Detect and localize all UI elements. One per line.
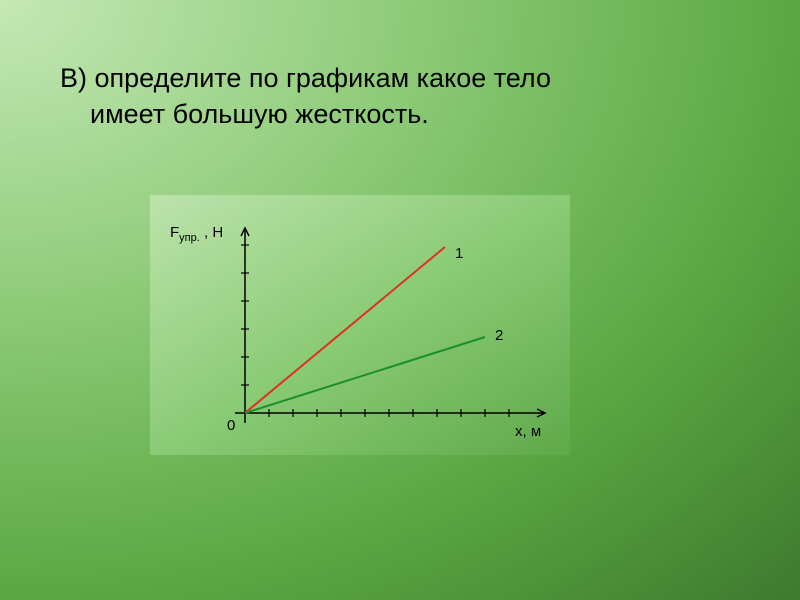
chart: 1 2 0 x, м Fупр. , Н [150,195,570,455]
task-text-line2: имеет большую жесткость. [60,96,740,132]
line-label-1: 1 [455,245,463,262]
origin-label: 0 [227,417,235,434]
task-text-line1: В) определите по графикам какое тело [60,60,740,96]
content: В) определите по графикам какое тело име… [0,0,800,193]
y-axis-label: Fупр. , Н [170,224,223,244]
line-label-2: 2 [495,327,503,344]
x-axis-label: x, м [515,423,541,440]
